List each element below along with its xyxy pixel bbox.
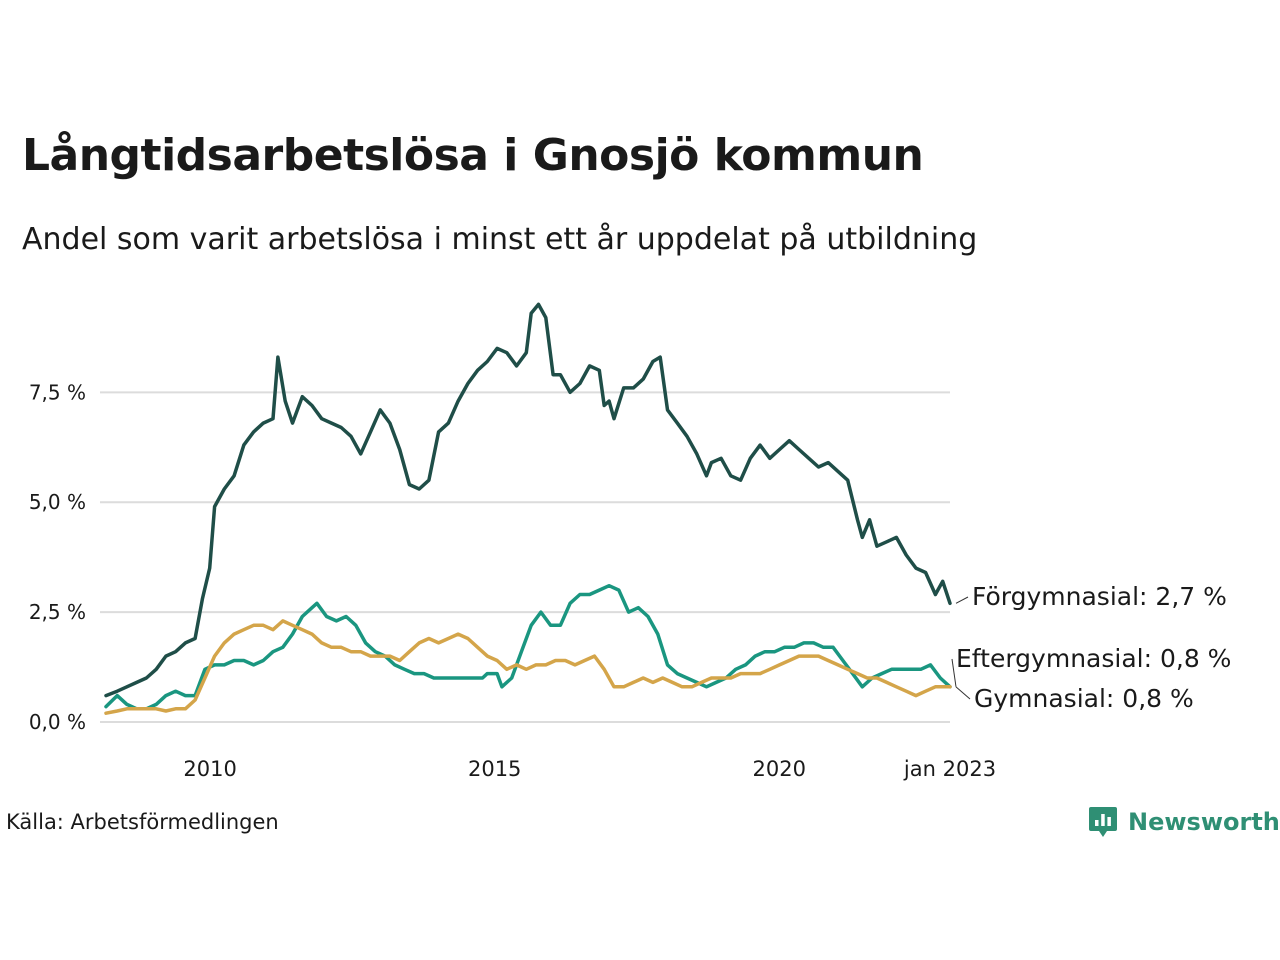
series-line-eftergymnasial (104, 583, 952, 711)
chart-title: Långtidsarbetslösa i Gnosjö kommun (22, 130, 924, 181)
leader-line (955, 686, 971, 700)
x-tick-label: 2015 (468, 757, 521, 781)
y-tick-label: 2,5 % (29, 600, 86, 624)
y-axis-ticks: 0,0 % 2,5 % 5,0 % 7,5 % (29, 380, 86, 734)
x-axis-ticks: 2010 2015 2020 jan 2023 (183, 757, 996, 781)
series-lines (104, 302, 952, 715)
brand-logo-block: Newsworthy (1088, 804, 1280, 840)
y-tick-label: 7,5 % (29, 380, 86, 404)
newsworthy-logo-icon (1089, 807, 1117, 837)
series-line-gymnasial (104, 619, 952, 715)
end-label-eftergymnasial: Eftergymnasial: 0,8 % (956, 644, 1231, 673)
source-note: Källa: Arbetsförmedlingen (6, 810, 279, 834)
end-label-gymnasial: Gymnasial: 0,8 % (974, 684, 1194, 713)
leader-line (955, 596, 969, 604)
series-line-förgymnasial (104, 302, 952, 698)
y-tick-label: 5,0 % (29, 490, 86, 514)
x-tick-label: jan 2023 (903, 757, 996, 781)
brand-name: Newsworthy (1128, 808, 1280, 836)
end-labels: Förgymnasial: 2,7 % Eftergymnasial: 0,8 %… (951, 582, 1231, 713)
line-chart: 0,0 % 2,5 % 5,0 % 7,5 % 2010 2015 2020 jan 202… (29, 302, 1231, 781)
y-tick-label: 0,0 % (29, 710, 86, 734)
end-label-förgymnasial: Förgymnasial: 2,7 % (972, 582, 1227, 611)
x-tick-label: 2020 (753, 757, 806, 781)
grid-lines (100, 391, 950, 723)
chart-subtitle: Andel som varit arbetslösa i minst ett å… (22, 222, 978, 257)
leader-line (951, 658, 957, 687)
x-tick-label: 2010 (183, 757, 236, 781)
